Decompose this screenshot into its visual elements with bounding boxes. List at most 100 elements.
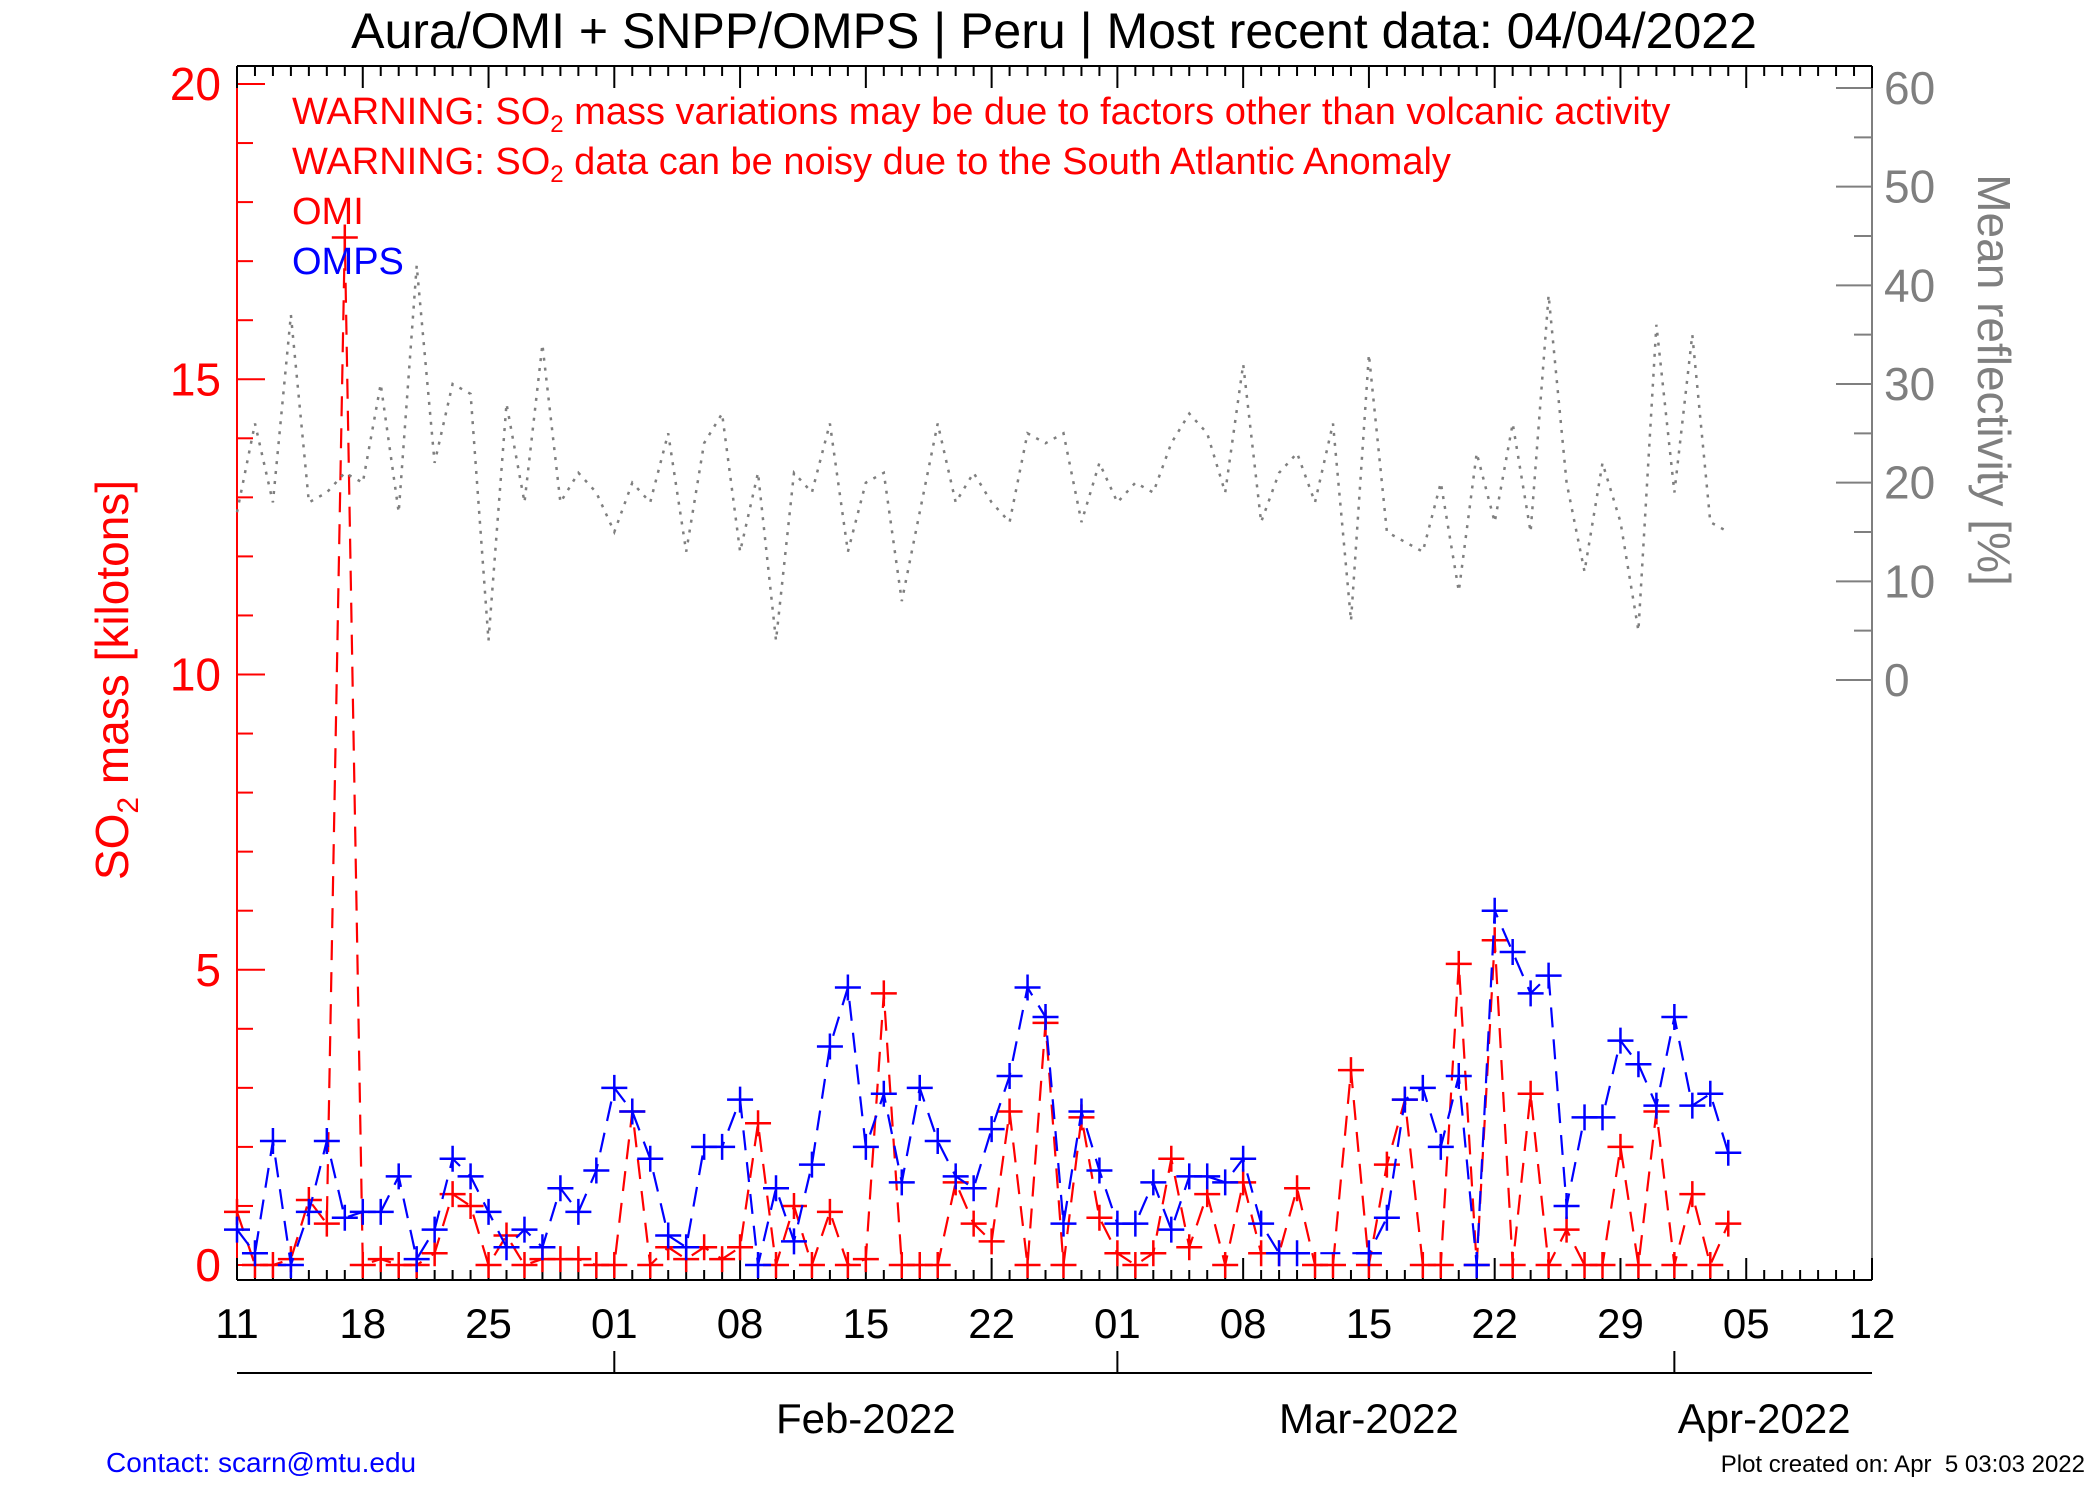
- data-point-omi: [960, 1210, 987, 1237]
- right-axis: 0 10 20 30 40 50 60: [1836, 62, 1935, 706]
- warning-1: WARNING: SO2 mass variations may be due …: [292, 91, 1670, 138]
- data-point-omps: [1517, 980, 1544, 1007]
- data-point-omps: [1373, 1204, 1400, 1231]
- data-point-omi: [475, 1252, 502, 1278]
- right-tick-label: 60: [1884, 62, 1935, 114]
- month-label: Apr-2022: [1678, 1395, 1851, 1442]
- data-point-omps: [1625, 1051, 1652, 1078]
- data-point-omi: [331, 224, 358, 251]
- left-axis-label-suffix: mass [kilotons]: [86, 480, 138, 797]
- data-point-omps: [511, 1216, 538, 1243]
- data-point-omps: [457, 1163, 484, 1190]
- data-point-omi: [1104, 1240, 1131, 1267]
- data-point-omps: [1715, 1139, 1742, 1166]
- x-axis: 11 18 25 01 08 15 22 01 08 15 22 29 05 12: [215, 66, 1895, 1347]
- data-point-omi: [996, 1098, 1023, 1125]
- data-point-omi: [834, 1252, 861, 1278]
- data-point-omps: [1158, 1216, 1185, 1243]
- left-tick-label: 15: [170, 353, 221, 405]
- data-point-omi: [1697, 1252, 1724, 1278]
- data-point-omi: [1427, 1252, 1454, 1278]
- data-point-omps: [1248, 1210, 1275, 1237]
- data-point-omi: [367, 1246, 394, 1273]
- data-point-omi: [1337, 1057, 1364, 1084]
- data-point-omps: [1050, 1210, 1077, 1237]
- data-point-omps: [870, 1080, 897, 1107]
- data-point-omps: [1661, 1003, 1688, 1030]
- left-tick-label: 5: [195, 944, 221, 996]
- warning-2-suffix: data can be noisy due to the South Atlan…: [564, 141, 1451, 183]
- data-point-omi: [852, 1246, 879, 1273]
- month-label: Feb-2022: [776, 1395, 956, 1442]
- data-point-omi: [565, 1246, 592, 1273]
- data-point-omps: [745, 1252, 772, 1278]
- data-point-omps: [960, 1175, 987, 1202]
- data-point-omps: [780, 1228, 807, 1255]
- data-point-omi: [1086, 1204, 1113, 1231]
- right-tick-label: 30: [1884, 358, 1935, 410]
- data-point-omps: [1499, 939, 1526, 966]
- data-point-omi: [1589, 1252, 1616, 1278]
- data-point-omps: [1643, 1092, 1670, 1119]
- data-point-omps: [1409, 1074, 1436, 1101]
- warning-1-suffix: mass variations may be due to factors ot…: [564, 91, 1671, 133]
- x-tick-label: 22: [968, 1300, 1015, 1347]
- data-point-omi: [637, 1252, 664, 1278]
- data-point-omps: [1284, 1240, 1311, 1267]
- x-tick-label: 11: [215, 1300, 259, 1347]
- data-point-omi: [1445, 950, 1472, 977]
- data-point-omi: [1625, 1252, 1652, 1278]
- data-point-omps: [1230, 1145, 1257, 1172]
- data-point-omps: [1032, 1003, 1059, 1030]
- data-point-omps: [421, 1216, 448, 1243]
- series-line-omi: [235, 237, 1730, 1269]
- data-point-omps: [1122, 1210, 1149, 1237]
- right-axis-label: Mean reflectivity [%]: [1968, 174, 2020, 586]
- data-point-omps: [224, 1216, 250, 1243]
- data-point-omps: [529, 1234, 556, 1261]
- data-point-omps: [637, 1145, 664, 1172]
- warning-2: WARNING: SO2 data can be noisy due to th…: [292, 141, 1451, 188]
- data-point-omi: [1517, 1080, 1544, 1107]
- legend-omps: OMPS: [292, 241, 404, 283]
- data-point-omi: [601, 1252, 628, 1278]
- plot-frame: [236, 65, 1873, 1281]
- data-point-omi: [745, 1110, 772, 1137]
- data-point-omps: [1589, 1104, 1616, 1131]
- left-axis-label-sub: 2: [112, 797, 145, 814]
- x-tick-label: 01: [1094, 1300, 1141, 1347]
- x-tick-label: 01: [591, 1300, 638, 1347]
- data-point-omi: [798, 1252, 825, 1278]
- data-point-omps: [1355, 1240, 1382, 1267]
- data-point-omi: [870, 980, 897, 1007]
- x-tick-label: 08: [717, 1300, 764, 1347]
- data-point-omi: [816, 1198, 843, 1225]
- series-layer: [224, 224, 1742, 1278]
- x-tick-label: 05: [1723, 1300, 1770, 1347]
- data-point-omps: [493, 1234, 520, 1261]
- data-point-omps: [313, 1127, 340, 1154]
- x-tick-label: 22: [1471, 1300, 1518, 1347]
- right-tick-label: 20: [1884, 457, 1935, 509]
- data-point-omps: [1679, 1092, 1706, 1119]
- data-point-omps: [1535, 962, 1562, 989]
- data-point-omps: [1391, 1086, 1418, 1113]
- data-point-omps: [816, 1033, 843, 1060]
- left-tick-label: 10: [170, 649, 221, 701]
- legend-omi: OMI: [292, 191, 364, 233]
- data-point-omps: [1212, 1169, 1239, 1196]
- data-point-omi: [1319, 1252, 1346, 1278]
- data-point-omi: [1499, 1252, 1526, 1278]
- data-point-omps: [978, 1116, 1005, 1143]
- series-line-mean-reflectivity: [235, 265, 1729, 641]
- data-point-omps: [241, 1240, 268, 1267]
- data-point-omps: [942, 1163, 969, 1190]
- data-point-omi: [1212, 1252, 1239, 1278]
- data-point-omi: [421, 1240, 448, 1267]
- data-point-omi: [1661, 1252, 1688, 1278]
- data-point-omps: [1463, 1252, 1490, 1278]
- data-point-omi: [1176, 1234, 1203, 1261]
- left-axis-label: SO2 mass [kilotons]: [86, 480, 145, 880]
- data-point-omps: [996, 1063, 1023, 1090]
